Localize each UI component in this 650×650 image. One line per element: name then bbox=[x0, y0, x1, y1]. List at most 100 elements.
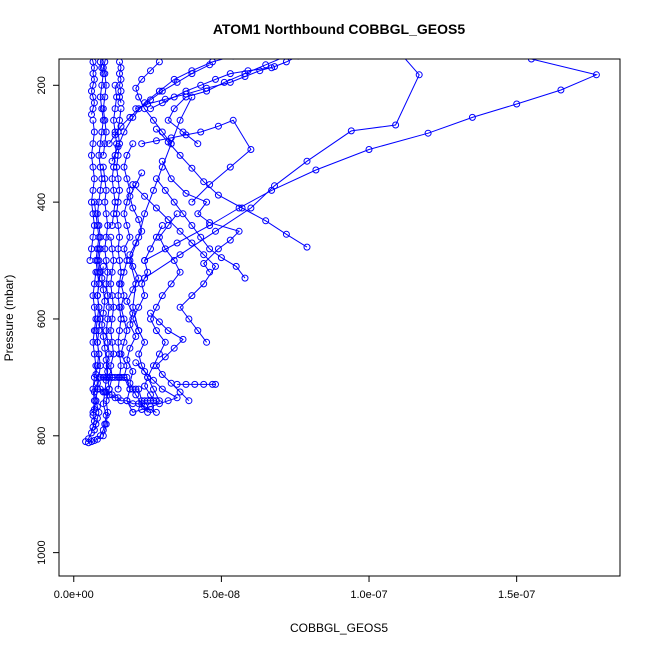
profile-series bbox=[96, 373, 160, 405]
data-point bbox=[110, 116, 118, 124]
data-point bbox=[111, 81, 119, 89]
data-point bbox=[135, 327, 143, 335]
plot-frame bbox=[58, 58, 621, 577]
data-point bbox=[89, 338, 97, 346]
profile-series-group bbox=[82, 41, 600, 447]
data-point bbox=[123, 356, 131, 364]
data-point bbox=[167, 379, 175, 387]
data-point bbox=[203, 198, 211, 206]
data-point bbox=[126, 344, 134, 352]
data-point bbox=[117, 303, 125, 311]
data-point bbox=[103, 41, 109, 47]
data-point bbox=[89, 233, 97, 241]
x-tick-label: 1.0e-07 bbox=[350, 589, 387, 601]
data-point bbox=[107, 280, 115, 288]
data-point bbox=[209, 59, 216, 66]
profile-series bbox=[99, 41, 110, 159]
data-point bbox=[93, 210, 101, 218]
data-point bbox=[155, 87, 163, 95]
data-point bbox=[129, 140, 137, 148]
profile-series bbox=[126, 93, 196, 335]
data-point bbox=[282, 230, 290, 238]
data-point bbox=[155, 233, 163, 241]
data-point bbox=[123, 222, 131, 229]
data-point bbox=[167, 175, 175, 183]
profile-line bbox=[116, 108, 122, 390]
data-point bbox=[191, 380, 199, 388]
data-point bbox=[102, 362, 110, 370]
data-point bbox=[104, 315, 112, 323]
data-point bbox=[203, 87, 211, 95]
data-point bbox=[117, 350, 125, 358]
data-point bbox=[173, 239, 181, 247]
profile-line bbox=[89, 120, 95, 261]
data-point bbox=[347, 127, 355, 135]
data-point bbox=[102, 186, 110, 194]
data-point bbox=[152, 204, 160, 212]
data-point bbox=[150, 397, 157, 405]
data-point bbox=[170, 93, 178, 101]
profile-series bbox=[147, 309, 193, 405]
data-point bbox=[92, 268, 100, 276]
data-point bbox=[101, 245, 109, 253]
data-point bbox=[455, 47, 461, 53]
y-axis-label: Pressure (mbar) bbox=[2, 275, 16, 362]
data-point bbox=[173, 394, 181, 402]
data-point bbox=[138, 140, 146, 148]
data-point bbox=[98, 128, 106, 136]
data-point bbox=[188, 198, 196, 206]
data-point bbox=[101, 116, 109, 124]
data-point bbox=[188, 67, 196, 75]
data-point bbox=[102, 128, 110, 136]
profile-series bbox=[129, 181, 219, 346]
data-point bbox=[92, 315, 100, 323]
data-point bbox=[102, 210, 110, 218]
data-point bbox=[203, 338, 211, 346]
data-point bbox=[101, 175, 109, 183]
profile-series bbox=[123, 169, 152, 416]
data-point bbox=[108, 268, 116, 276]
data-point bbox=[135, 216, 143, 224]
data-point bbox=[107, 233, 115, 241]
profile-line bbox=[108, 237, 115, 390]
data-point bbox=[135, 93, 143, 101]
data-point bbox=[100, 47, 106, 53]
data-point bbox=[89, 59, 94, 60]
data-point bbox=[176, 388, 184, 396]
data-point bbox=[179, 128, 187, 136]
data-point bbox=[129, 181, 137, 189]
data-point bbox=[161, 186, 169, 194]
data-point bbox=[262, 217, 270, 225]
data-point bbox=[392, 121, 400, 129]
data-point bbox=[214, 191, 222, 199]
data-point bbox=[182, 380, 190, 388]
data-point bbox=[557, 86, 565, 94]
data-point bbox=[110, 257, 118, 264]
data-point bbox=[105, 303, 113, 311]
data-point bbox=[158, 99, 166, 107]
data-point bbox=[132, 84, 140, 92]
profile-series bbox=[86, 116, 98, 264]
data-point bbox=[390, 41, 396, 47]
data-point bbox=[161, 353, 169, 361]
data-point bbox=[90, 350, 98, 358]
data-point bbox=[108, 245, 116, 253]
data-point bbox=[95, 303, 103, 311]
data-point bbox=[123, 327, 131, 335]
profile-line bbox=[141, 119, 252, 203]
data-point bbox=[129, 408, 137, 416]
data-point bbox=[96, 140, 104, 148]
data-point bbox=[284, 59, 289, 60]
data-point bbox=[226, 163, 234, 171]
data-point bbox=[90, 327, 98, 335]
x-axis: 0.0e+00 5.0e-08 1.0e-07 1.5e-07 bbox=[54, 576, 535, 601]
data-point bbox=[152, 303, 160, 311]
data-point bbox=[98, 274, 106, 282]
data-point bbox=[415, 71, 423, 79]
data-point bbox=[135, 385, 143, 393]
y-tick-label: 400 bbox=[36, 193, 48, 211]
data-point bbox=[99, 59, 104, 60]
data-point bbox=[152, 408, 160, 416]
data-point bbox=[99, 388, 107, 396]
data-point bbox=[170, 105, 178, 113]
